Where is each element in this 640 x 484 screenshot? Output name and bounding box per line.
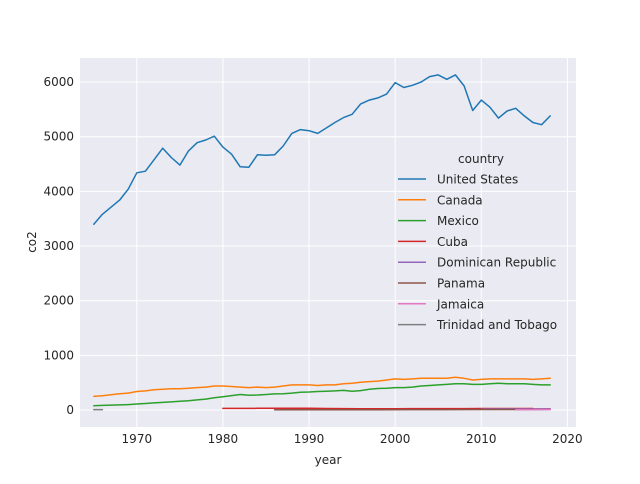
legend-label: Mexico <box>437 214 479 228</box>
x-tick-label: 2010 <box>466 432 497 446</box>
legend-label: Dominican Republic <box>437 256 556 270</box>
y-tick-label: 4000 <box>43 184 74 198</box>
y-tick-label: 3000 <box>43 239 74 253</box>
plot-background <box>80 58 576 427</box>
x-axis-label: year <box>315 453 342 467</box>
y-tick-label: 2000 <box>43 294 74 308</box>
legend-label: United States <box>437 173 518 187</box>
x-tick-label: 2020 <box>552 432 583 446</box>
y-tick-label: 1000 <box>43 348 74 362</box>
legend-label: Jamaica <box>436 297 484 311</box>
y-axis-label: co2 <box>25 231 39 253</box>
x-tick-label: 2000 <box>380 432 411 446</box>
legend-title: country <box>458 152 504 166</box>
legend-label: Cuba <box>437 235 468 249</box>
y-tick-label: 5000 <box>43 130 74 144</box>
legend-label: Canada <box>437 193 483 207</box>
legend-label: Panama <box>437 277 485 291</box>
y-tick-label: 6000 <box>43 75 74 89</box>
legend-label: Trinidad and Tobago <box>436 318 557 332</box>
y-tick-label: 0 <box>66 403 74 417</box>
x-tick-label: 1970 <box>122 432 153 446</box>
x-tick-label: 1980 <box>208 432 239 446</box>
x-tick-label: 1990 <box>294 432 325 446</box>
